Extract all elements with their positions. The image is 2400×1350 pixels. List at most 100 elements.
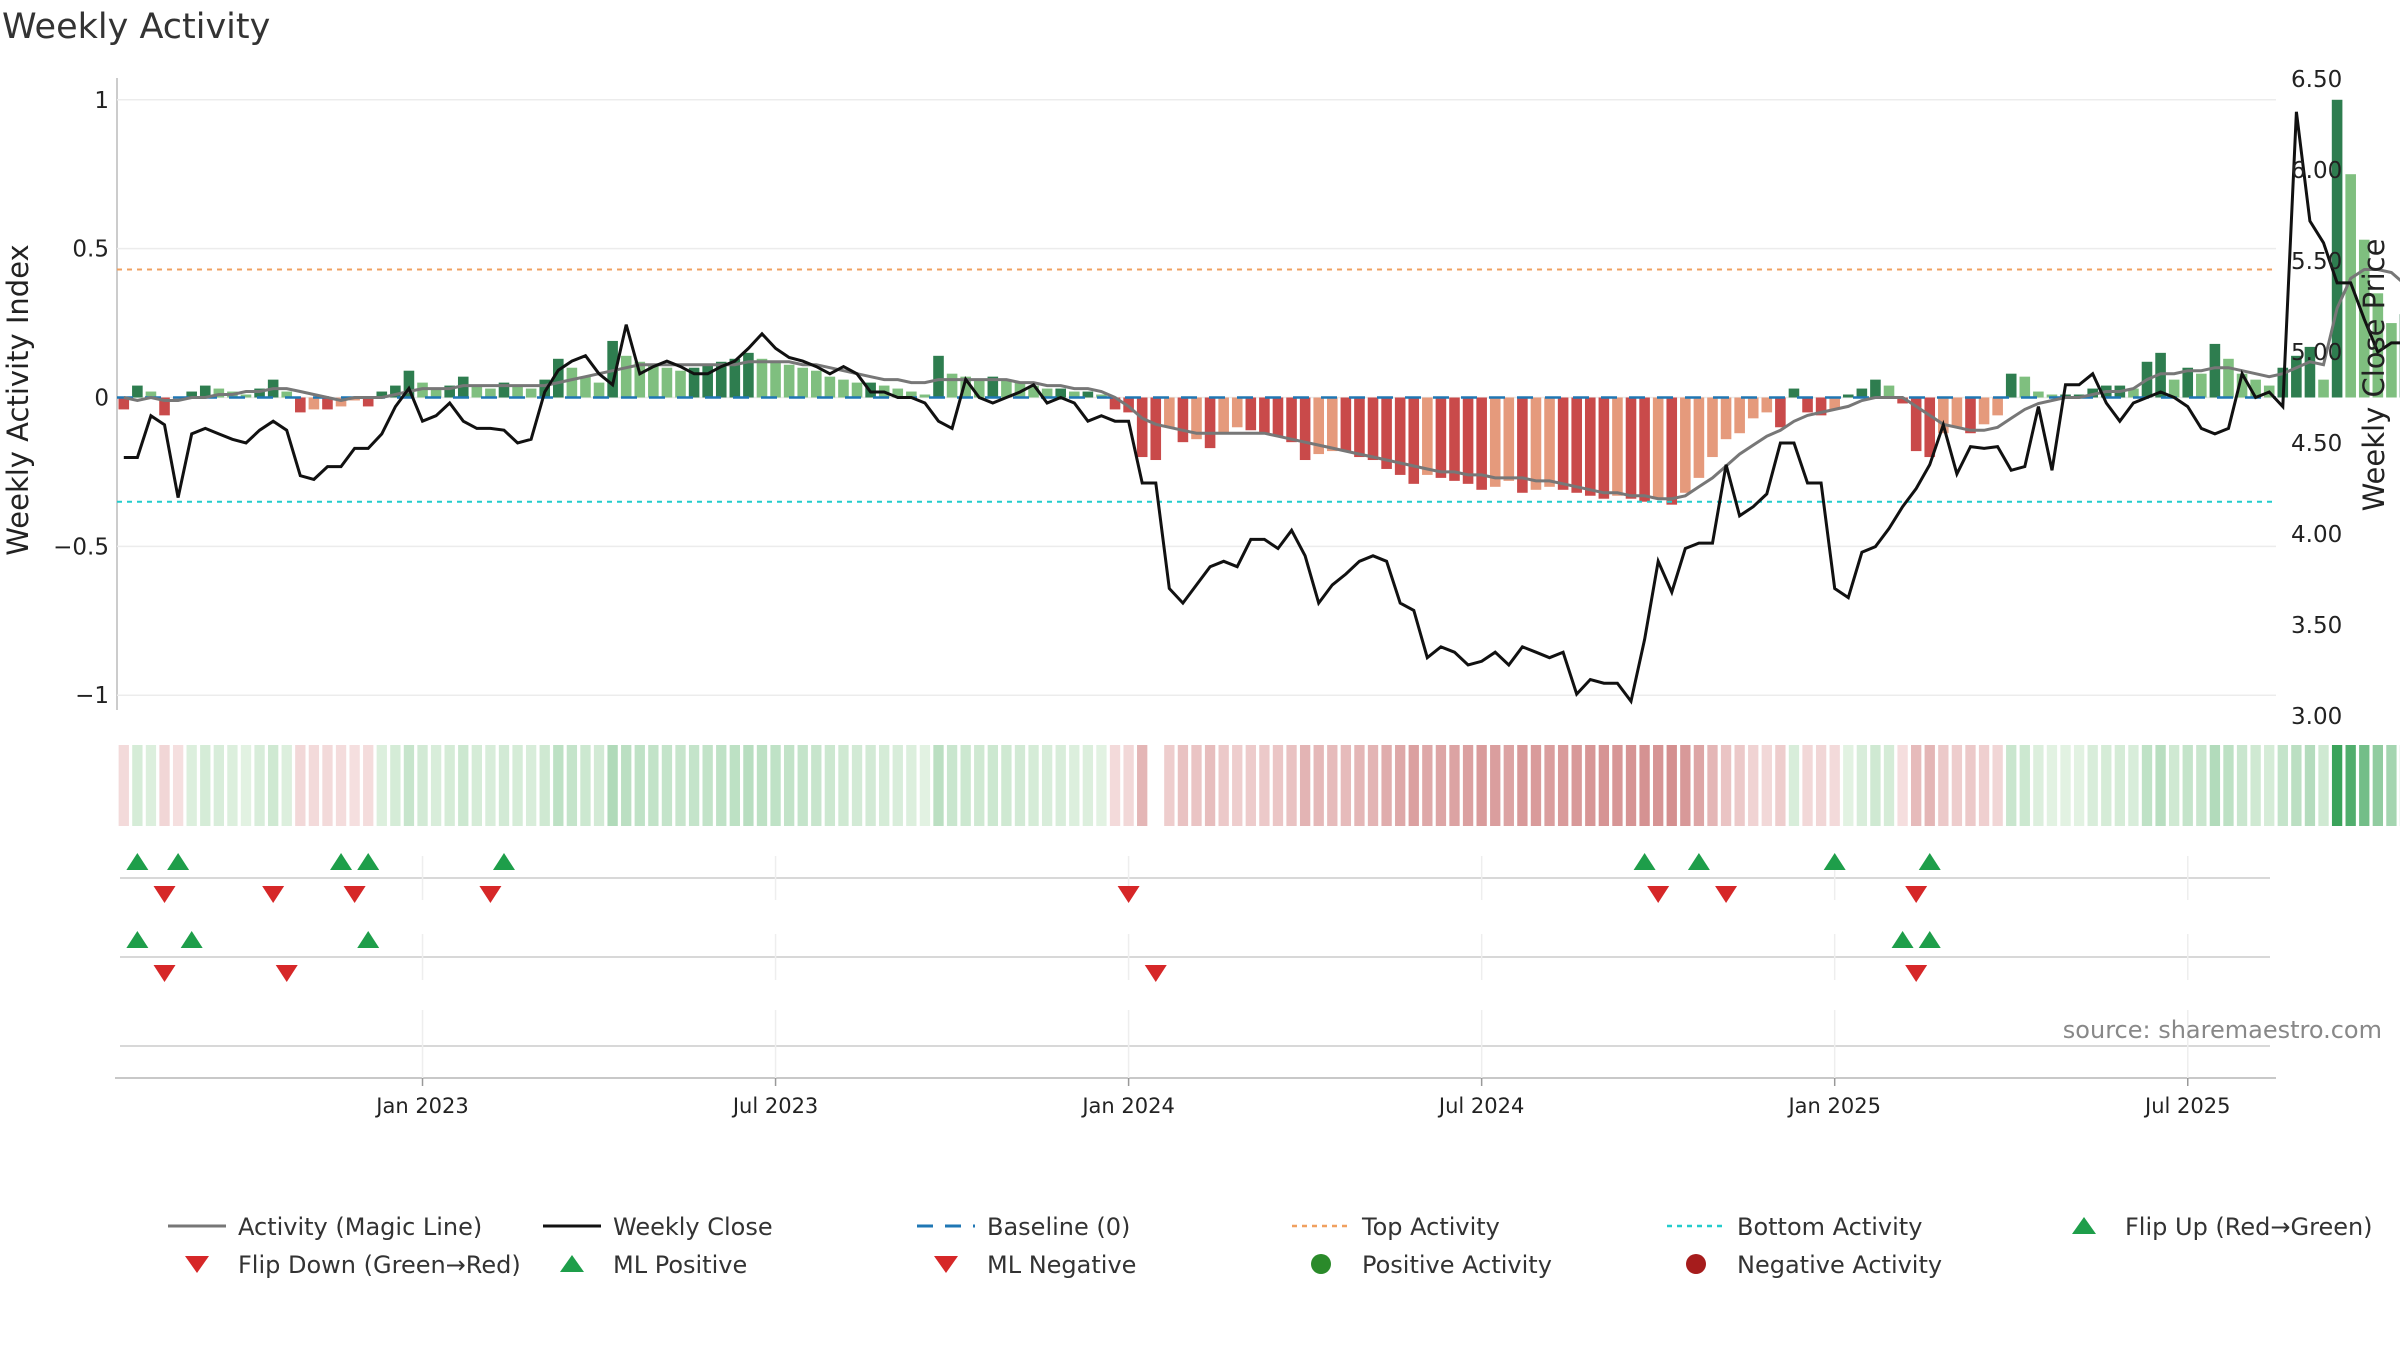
heat-cell	[2101, 745, 2112, 826]
heat-cell	[2304, 745, 2316, 826]
legend-item: ML Positive	[560, 1251, 747, 1279]
activity-bar	[485, 388, 496, 398]
heat-cell	[1843, 745, 1854, 826]
activity-bar	[132, 385, 143, 398]
activity-bar	[1598, 397, 1610, 499]
heat-cell	[1259, 745, 1270, 826]
activity-bar	[145, 391, 157, 398]
activity-bar	[2209, 343, 2221, 398]
activity-bar	[1082, 391, 1094, 398]
legend-label: Bottom Activity	[1737, 1213, 1922, 1241]
flip-down-marker	[1715, 886, 1738, 903]
heat-cell	[539, 745, 550, 826]
heat-cell	[2277, 745, 2288, 826]
heat-cell	[118, 745, 129, 826]
activity-bar	[688, 367, 700, 398]
right-tick-label: 6.50	[2291, 67, 2342, 93]
activity-bar	[1408, 397, 1420, 484]
x-tick-label: Jan 2025	[1786, 1094, 1881, 1118]
heat-cell	[471, 745, 482, 826]
activity-bar	[254, 388, 265, 398]
activity-bar	[430, 388, 442, 398]
legend-label: Positive Activity	[1362, 1251, 1552, 1279]
heat-cell	[1585, 745, 1596, 826]
activity-bar	[1381, 397, 1392, 469]
heat-cell	[634, 745, 645, 826]
activity-bar	[715, 361, 727, 398]
heat-cell	[1693, 745, 1705, 826]
activity-bar	[525, 388, 537, 398]
activity-bar	[2291, 355, 2302, 398]
heat-cell	[1354, 745, 1365, 826]
heat-cell	[267, 745, 279, 826]
heat-cell	[186, 745, 197, 826]
ml-positive-marker	[126, 931, 149, 948]
heat-cell	[1938, 745, 1949, 826]
heat-cell	[1571, 745, 1582, 826]
heat-cell	[349, 745, 360, 826]
flip-down-marker	[1905, 886, 1928, 903]
activity-bar	[1571, 397, 1582, 493]
activity-bar	[362, 397, 374, 407]
heat-cell	[1612, 745, 1623, 826]
legend-label: Activity (Magic Line)	[238, 1213, 482, 1241]
heat-cell	[1204, 745, 1216, 826]
legend-label: Baseline (0)	[987, 1213, 1130, 1241]
activity-bar	[1489, 397, 1501, 487]
activity-bars	[118, 99, 2400, 505]
chart-title: Weekly Activity	[2, 7, 270, 47]
heat-cell	[1096, 745, 1107, 826]
left-tick-label: 0	[94, 386, 109, 412]
heat-cell	[2386, 745, 2397, 826]
activity-bar	[1870, 379, 1881, 398]
heat-cell	[1177, 745, 1189, 826]
activity-bar	[1326, 397, 1338, 452]
heat-cell	[1245, 745, 1256, 826]
activity-bar	[308, 397, 320, 410]
activity-bar	[973, 379, 985, 398]
activity-bar	[1530, 397, 1542, 490]
heat-cell	[1761, 745, 1772, 826]
activity-bar	[1055, 388, 1067, 398]
activity-bar	[1354, 397, 1365, 458]
heat-cell	[1340, 745, 1352, 826]
heat-cell	[919, 745, 931, 826]
activity-bar	[2128, 388, 2139, 398]
heat-cell	[770, 745, 781, 826]
ml-positive-marker	[1891, 931, 1914, 948]
heat-cell	[2331, 745, 2343, 826]
flip-up-marker	[330, 853, 353, 870]
activity-bar	[1028, 385, 1039, 398]
activity-bar	[2372, 293, 2384, 398]
activity-bar	[2386, 323, 2397, 398]
activity-bar	[580, 376, 591, 398]
legend-swatch	[185, 1256, 209, 1273]
legend-swatch	[934, 1256, 958, 1273]
heat-cell	[1544, 745, 1555, 826]
activity-bar	[1625, 397, 1637, 499]
heat-cell	[756, 745, 768, 826]
activity-bar	[1313, 397, 1325, 455]
heat-cell	[1327, 745, 1338, 826]
heat-cell	[2087, 745, 2098, 826]
heat-cell	[1435, 745, 1447, 826]
flip-down-marker	[1117, 886, 1140, 903]
heat-cell	[661, 745, 673, 826]
legend-label: ML Negative	[987, 1251, 1136, 1279]
heat-cell	[1666, 745, 1677, 826]
activity-bar	[1856, 388, 1868, 398]
activity-bar	[1897, 397, 1908, 404]
ml-positive-marker	[357, 931, 380, 948]
x-tick-label: Jul 2024	[1437, 1094, 1524, 1118]
heat-cell	[2196, 745, 2207, 826]
heat-cell	[1924, 745, 1935, 826]
heat-cell	[430, 745, 442, 826]
activity-bar	[376, 391, 388, 398]
legend-item: Activity (Magic Line)	[168, 1213, 482, 1241]
heat-cell	[1164, 745, 1175, 826]
heat-cell	[716, 745, 727, 826]
activity-bar	[1503, 397, 1515, 481]
heat-cell	[1313, 745, 1324, 826]
heat-cell	[1082, 745, 1094, 826]
heat-cell	[1829, 745, 1840, 826]
